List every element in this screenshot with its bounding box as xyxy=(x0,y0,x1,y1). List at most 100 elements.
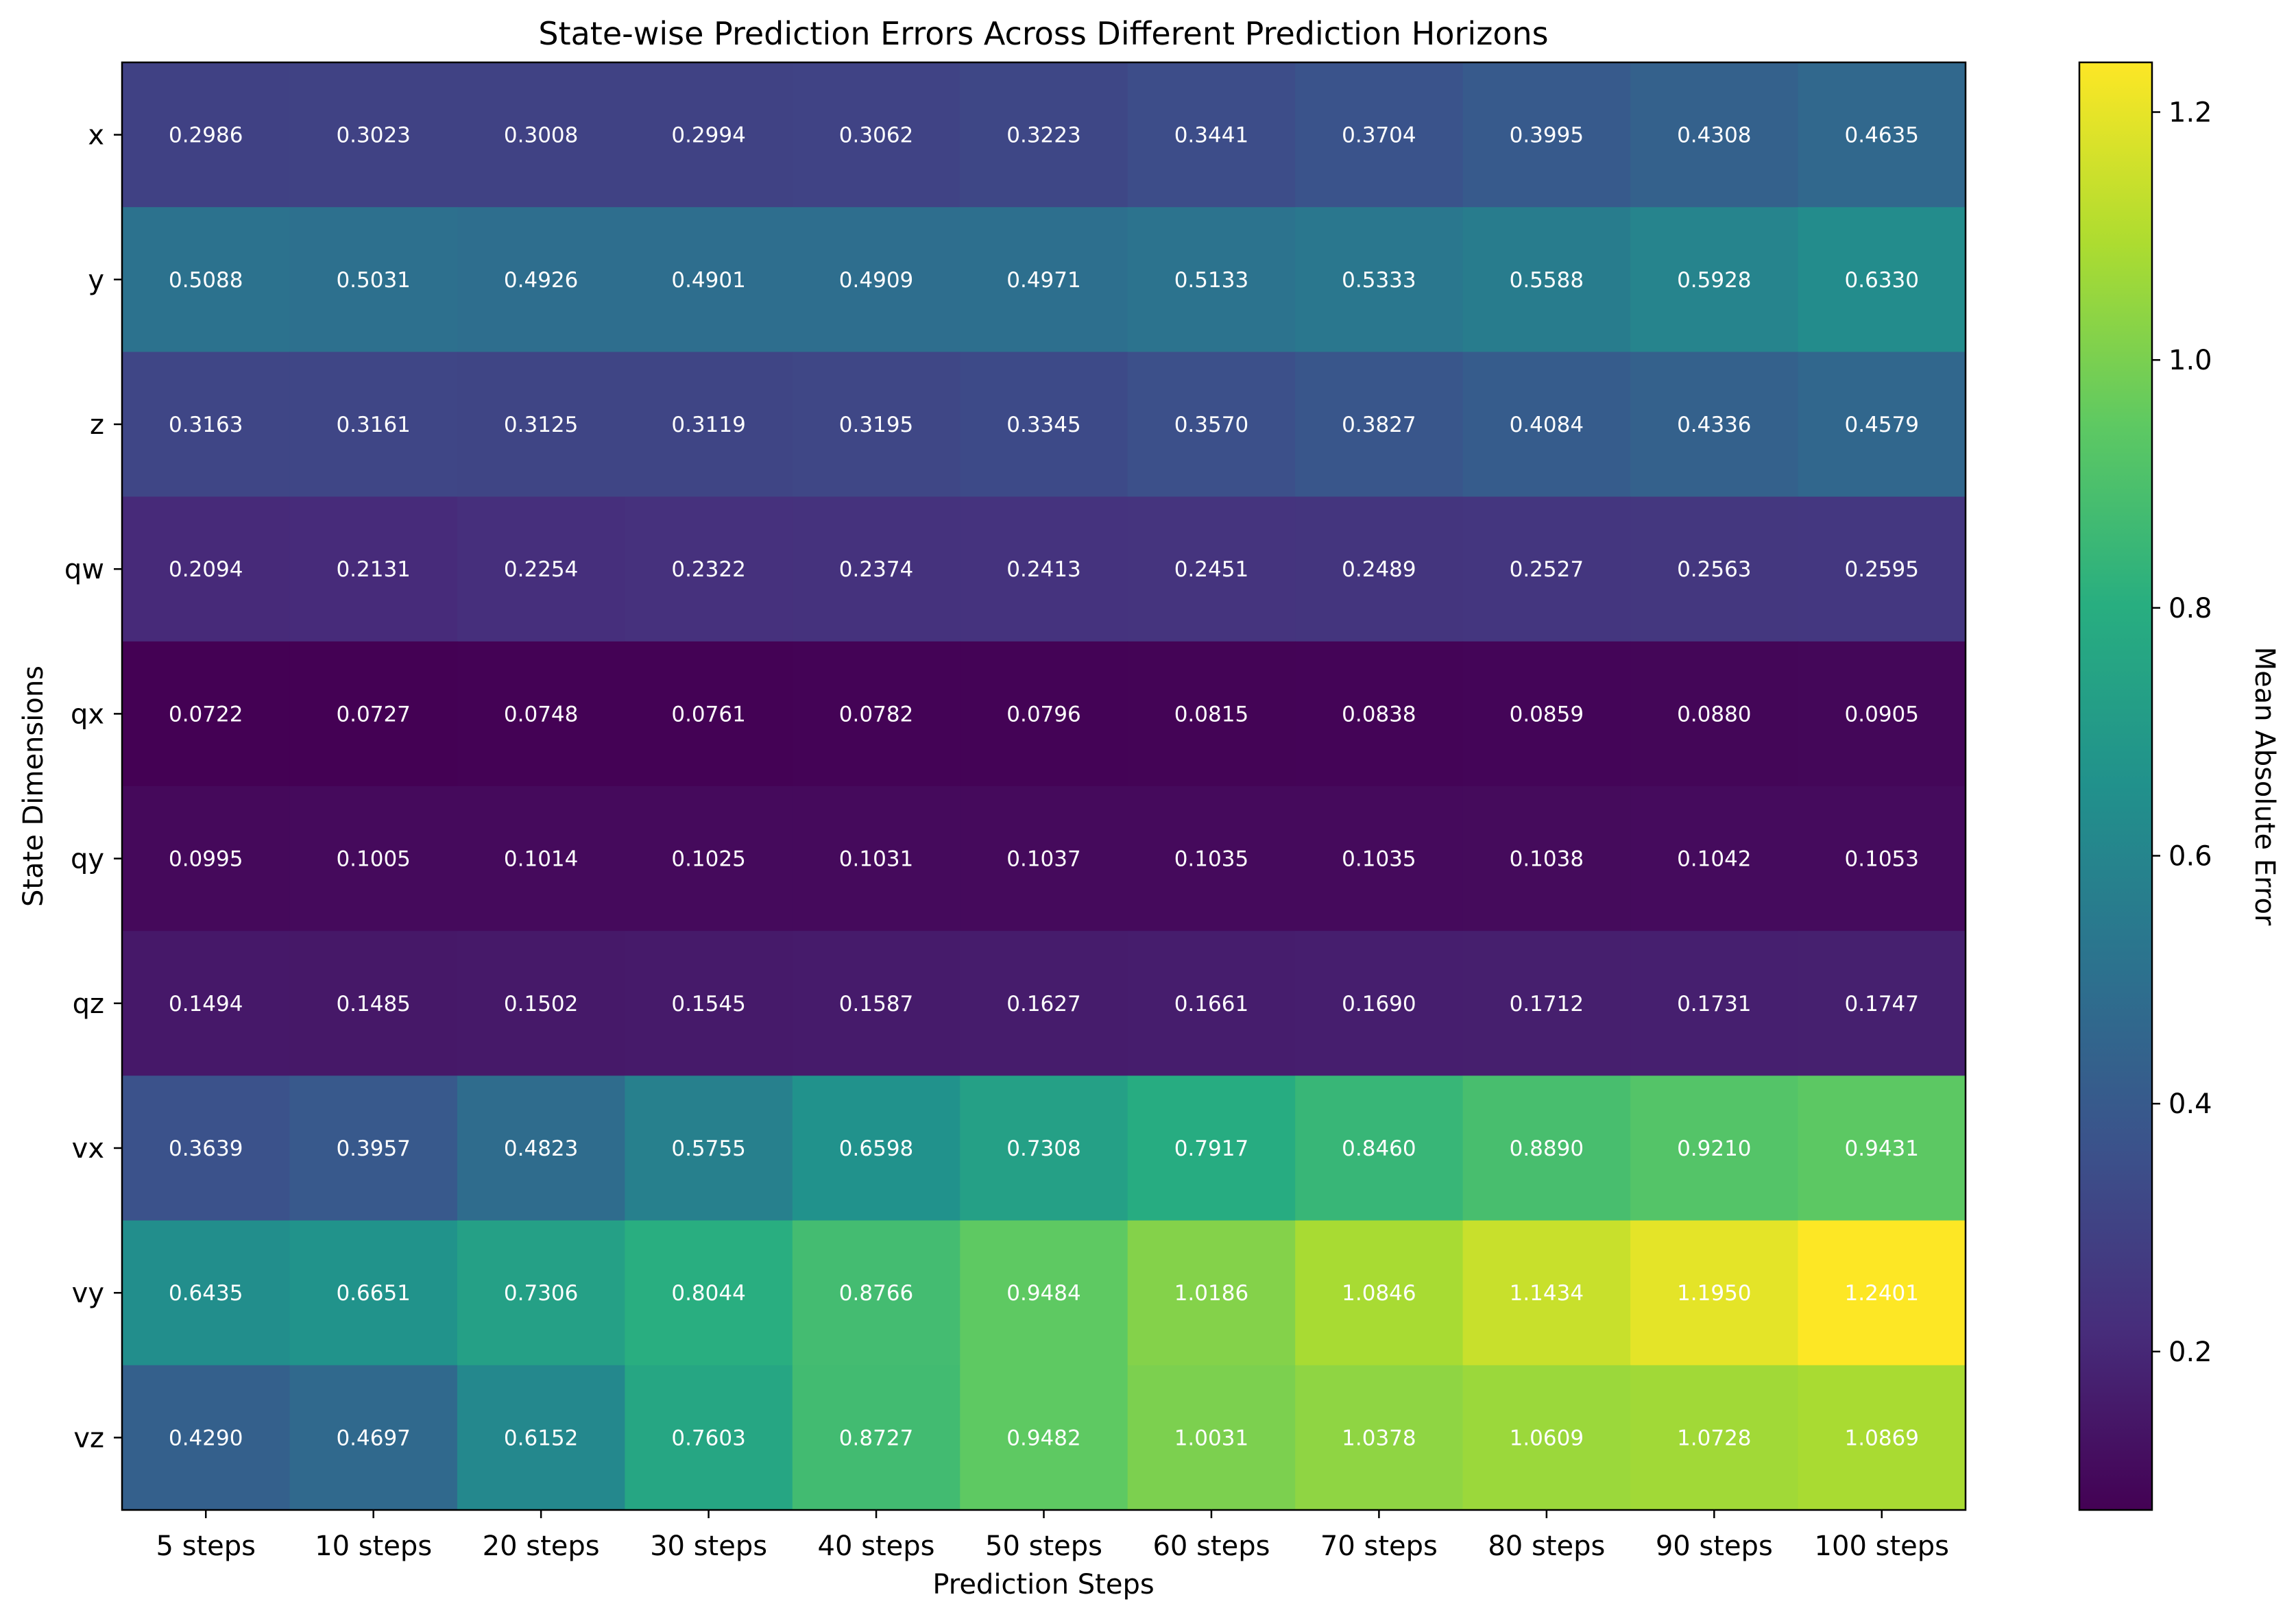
cell-value-label: 1.0609 xyxy=(1510,1426,1584,1450)
cell-value-label: 1.0186 xyxy=(1174,1281,1248,1306)
heatmap-cell xyxy=(289,1365,458,1511)
heatmap-cell xyxy=(1630,1075,1799,1221)
heatmap-cell xyxy=(1798,1075,1966,1221)
cell-value-label: 0.2994 xyxy=(671,123,745,148)
heatmap-cell xyxy=(625,352,793,498)
colorbar-tick-label: 0.8 xyxy=(2168,593,2212,624)
cell-value-label: 0.3223 xyxy=(1006,123,1080,148)
heatmap-cell xyxy=(625,62,793,208)
cell-value-label: 0.1031 xyxy=(839,847,913,872)
cell-value-label: 0.1025 xyxy=(671,847,745,872)
heatmap-cell xyxy=(1462,1365,1631,1511)
cell-value-label: 0.1690 xyxy=(1342,992,1416,1016)
cell-value-label: 0.1042 xyxy=(1677,847,1751,872)
heatmap-cells xyxy=(122,62,1966,1511)
cell-value-label: 0.2131 xyxy=(336,557,410,582)
heatmap-cell xyxy=(960,786,1128,931)
y-tick-label: y xyxy=(88,265,104,296)
heatmap-cell xyxy=(1462,786,1631,931)
cell-value-label: 0.2322 xyxy=(671,557,745,582)
heatmap-cell xyxy=(625,1220,793,1366)
x-axis-label: Prediction Steps xyxy=(932,1569,1154,1600)
cell-value-label: 0.2413 xyxy=(1006,557,1080,582)
heatmap-cell xyxy=(1798,1220,1966,1366)
cell-value-label: 0.1485 xyxy=(336,992,410,1016)
cell-value-label: 1.0869 xyxy=(1845,1426,1919,1450)
heatmap-cell xyxy=(457,786,625,931)
heatmap-cell xyxy=(1295,931,1464,1076)
heatmap-cell xyxy=(289,641,458,787)
y-tick-label: x xyxy=(88,120,104,151)
heatmap-cell xyxy=(1630,1220,1799,1366)
cell-value-label: 0.7308 xyxy=(1006,1136,1080,1161)
x-tick-label: 90 steps xyxy=(1656,1531,1773,1562)
heatmap-cell xyxy=(1630,207,1799,352)
chart-title: State-wise Prediction Errors Across Diff… xyxy=(538,15,1548,52)
cell-value-label: 0.9210 xyxy=(1677,1136,1751,1161)
cell-value-label: 0.1035 xyxy=(1174,847,1248,872)
cell-value-label: 0.3195 xyxy=(839,413,913,437)
cell-value-label: 0.0905 xyxy=(1845,702,1919,727)
heatmap-cell xyxy=(1127,1365,1296,1511)
cell-value-label: 0.1038 xyxy=(1510,847,1584,872)
heatmap-cell xyxy=(289,352,458,498)
heatmap-cell xyxy=(960,496,1128,642)
y-axis-label: State Dimensions xyxy=(18,666,49,907)
cell-value-label: 0.6330 xyxy=(1845,268,1919,293)
heatmap-cell xyxy=(1462,352,1631,498)
cell-value-label: 0.4823 xyxy=(504,1136,578,1161)
heatmap-cell xyxy=(792,786,960,931)
heatmap-cell xyxy=(457,931,625,1076)
cell-value-label: 0.1502 xyxy=(504,992,578,1016)
cell-value-label: 0.7603 xyxy=(671,1426,745,1450)
heatmap-cell xyxy=(122,207,291,352)
heatmap-cell xyxy=(1295,1220,1464,1366)
cell-value-label: 0.5588 xyxy=(1510,268,1584,293)
cell-value-label: 0.7306 xyxy=(504,1281,578,1306)
cell-value-label: 1.0031 xyxy=(1174,1426,1248,1450)
cell-value-label: 0.1014 xyxy=(504,847,578,872)
heatmap-cell xyxy=(289,496,458,642)
x-tick-label: 70 steps xyxy=(1320,1531,1438,1562)
cell-value-label: 0.8460 xyxy=(1342,1136,1416,1161)
heatmap-cell xyxy=(1295,1365,1464,1511)
cell-value-label: 0.4635 xyxy=(1845,123,1919,148)
cell-value-label: 0.2595 xyxy=(1845,557,1919,582)
heatmap-cell xyxy=(1295,786,1464,931)
heatmap-cell xyxy=(457,1220,625,1366)
cell-value-label: 0.3345 xyxy=(1006,413,1080,437)
heatmap-cell xyxy=(122,496,291,642)
heatmap-cell xyxy=(1798,496,1966,642)
cell-value-label: 0.0722 xyxy=(169,702,243,727)
heatmap-cell xyxy=(1798,207,1966,352)
x-tick-label: 5 steps xyxy=(156,1531,256,1562)
heatmap-cell xyxy=(792,496,960,642)
heatmap-cell xyxy=(122,1220,291,1366)
x-tick-label: 30 steps xyxy=(650,1531,767,1562)
heatmap-cell xyxy=(960,1220,1128,1366)
cell-value-label: 0.3827 xyxy=(1342,413,1416,437)
cell-value-label: 0.0796 xyxy=(1006,702,1080,727)
heatmap-cell xyxy=(1462,496,1631,642)
colorbar-tick-label: 0.2 xyxy=(2168,1337,2212,1368)
heatmap-cell xyxy=(1295,207,1464,352)
x-tick-label: 10 steps xyxy=(315,1531,432,1562)
y-axis-ticks: x y z qw qx qy qz vx vy vz xyxy=(64,120,122,1454)
heatmap-cell xyxy=(289,1075,458,1221)
cell-value-label: 0.0815 xyxy=(1174,702,1248,727)
cell-value-label: 0.4084 xyxy=(1510,413,1584,437)
cell-value-label: 0.1587 xyxy=(839,992,913,1016)
heatmap-cell xyxy=(625,786,793,931)
y-tick-label: qw xyxy=(64,554,104,585)
heatmap-cell xyxy=(1295,1075,1464,1221)
cell-value-label: 0.1731 xyxy=(1677,992,1751,1016)
heatmap-cell xyxy=(1798,641,1966,787)
cell-value-label: 0.3570 xyxy=(1174,413,1248,437)
heatmap-cell xyxy=(1127,931,1296,1076)
cell-value-label: 0.2527 xyxy=(1510,557,1584,582)
cell-value-label: 0.5333 xyxy=(1342,268,1416,293)
cell-value-label: 0.1661 xyxy=(1174,992,1248,1016)
heatmap-cell xyxy=(457,496,625,642)
cell-value-label: 1.2401 xyxy=(1845,1281,1919,1306)
heatmap-cell xyxy=(1127,207,1296,352)
